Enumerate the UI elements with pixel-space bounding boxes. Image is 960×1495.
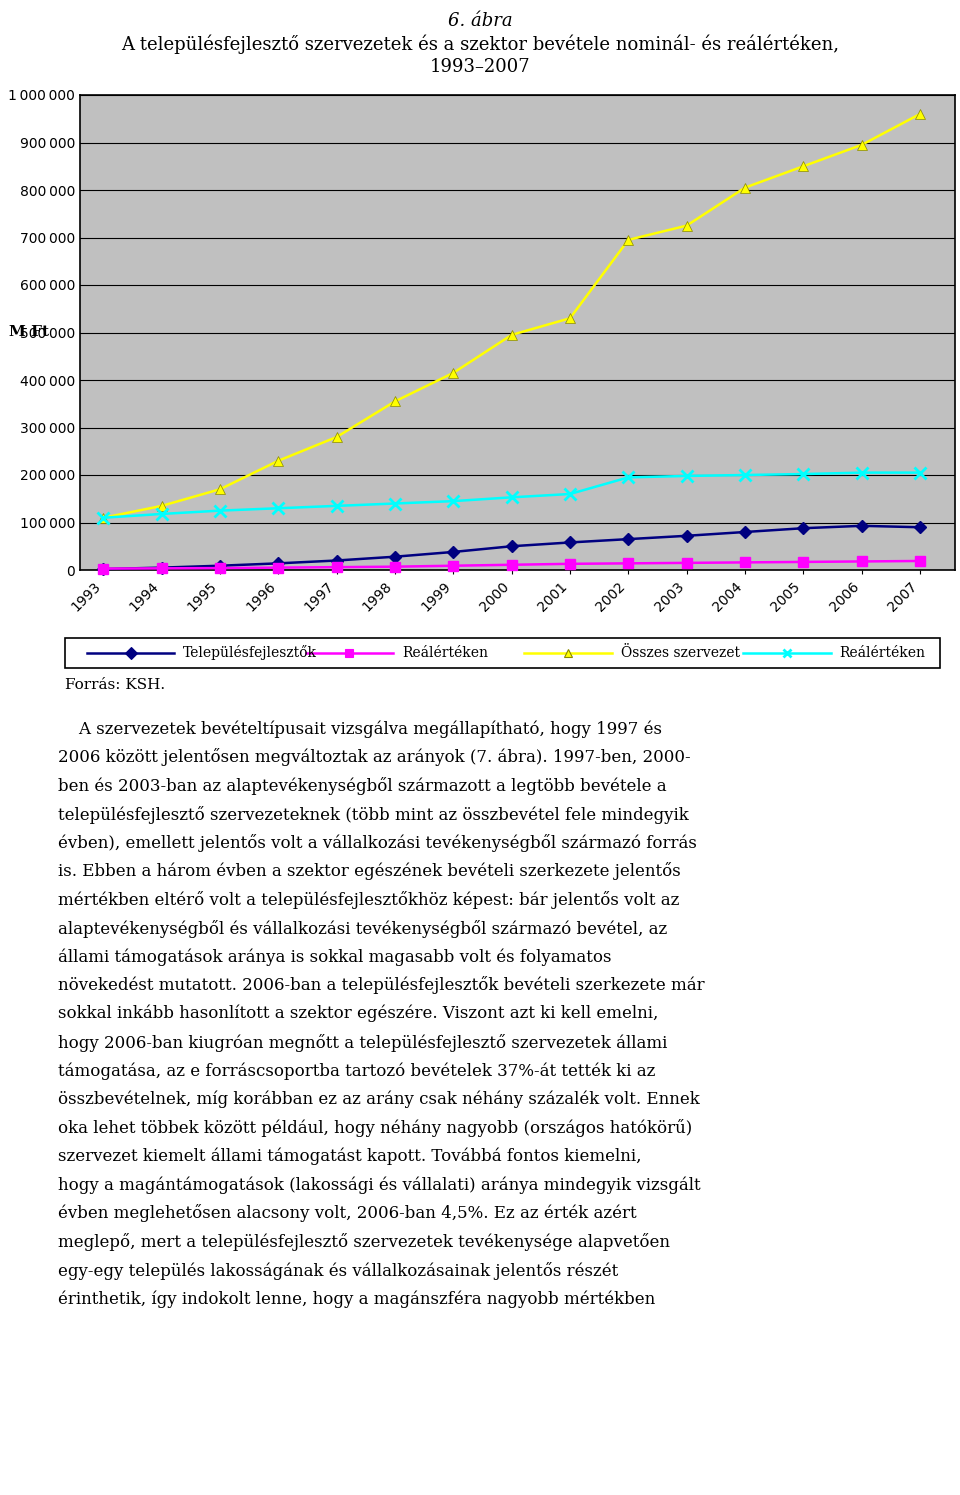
Text: évben), emellett jelentős volt a vállalkozási tevékenységből származó forrás: évben), emellett jelentős volt a vállalk… (58, 834, 696, 852)
Text: évben meglehetősen alacsony volt, 2006-ban 4,5%. Ez az érték azért: évben meglehetősen alacsony volt, 2006-b… (58, 1205, 636, 1223)
Text: Településfejlesztők: Településfejlesztők (183, 646, 317, 661)
Text: hogy 2006-ban kiugróan megnőtt a településfejlesztő szervezetek állami: hogy 2006-ban kiugróan megnőtt a települ… (58, 1033, 667, 1051)
Text: állami támogatások aránya is sokkal magasabb volt és folyamatos: állami támogatások aránya is sokkal maga… (58, 948, 612, 966)
Text: meglepő, mert a településfejlesztő szervezetek tevékenysége alapvetően: meglepő, mert a településfejlesztő szerv… (58, 1233, 670, 1251)
Text: településfejlesztő szervezeteknek (több mint az összbevétel fele mindegyik: településfejlesztő szervezeteknek (több … (58, 806, 688, 824)
Text: ben és 2003-ban az alaptevékenységből származott a legtöbb bevétele a: ben és 2003-ban az alaptevékenységből sz… (58, 777, 666, 795)
Text: egy-egy település lakosságának és vállalkozásainak jelentős részét: egy-egy település lakosságának és vállal… (58, 1262, 618, 1280)
Text: érinthetik, így indokolt lenne, hogy a magánszféra nagyobb mértékben: érinthetik, így indokolt lenne, hogy a m… (58, 1290, 655, 1308)
Text: oka lehet többek között például, hogy néhány nagyobb (országos hatókörű): oka lehet többek között például, hogy né… (58, 1118, 692, 1138)
Text: szervezet kiemelt állami támogatást kapott. Továbbá fontos kiemelni,: szervezet kiemelt állami támogatást kapo… (58, 1148, 641, 1165)
Text: növekedést mutatott. 2006-ban a településfejlesztők bevételi szerkezete már: növekedést mutatott. 2006-ban a települé… (58, 976, 705, 994)
Text: 1993–2007: 1993–2007 (430, 58, 530, 76)
Text: Összes szervezet: Összes szervezet (620, 646, 739, 659)
Text: mértékben eltérő volt a településfejlesztőkhöz képest: bár jelentős volt az: mértékben eltérő volt a településfejlesz… (58, 891, 679, 909)
Text: Reálértéken: Reálértéken (402, 646, 488, 659)
Text: Reálértéken: Reálértéken (839, 646, 925, 659)
Text: alaptevékenységből és vállalkozási tevékenységből származó bevétel, az: alaptevékenységből és vállalkozási tevék… (58, 919, 667, 937)
Text: A településfejlesztő szervezetek és a szektor bevétele nominál- és reálértéken,: A településfejlesztő szervezetek és a sz… (121, 34, 839, 54)
Text: sokkal inkább hasonlított a szektor egészére. Viszont azt ki kell emelni,: sokkal inkább hasonlított a szektor egés… (58, 1005, 658, 1023)
Text: összbevételnek, míg korábban ez az arány csak néhány százalék volt. Ennek: összbevételnek, míg korábban ez az arány… (58, 1090, 699, 1108)
Text: hogy a magántámogatások (lakossági és vállalati) aránya mindegyik vizsgált: hogy a magántámogatások (lakossági és vá… (58, 1177, 700, 1193)
Text: A szervezetek bevételtípusait vizsgálva megállapítható, hogy 1997 és: A szervezetek bevételtípusait vizsgálva … (58, 721, 661, 737)
Text: is. Ebben a három évben a szektor egészének bevételi szerkezete jelentős: is. Ebben a három évben a szektor egészé… (58, 863, 681, 881)
Text: M Ft: M Ft (9, 326, 49, 339)
Text: támogatása, az e forráscsoportba tartozó bevételek 37%-át tették ki az: támogatása, az e forráscsoportba tartozó… (58, 1061, 655, 1079)
Text: 2006 között jelentősen megváltoztak az arányok (7. ábra). 1997-ben, 2000-: 2006 között jelentősen megváltoztak az a… (58, 749, 690, 767)
Text: 6. ábra: 6. ábra (447, 12, 513, 30)
Text: Forrás: KSH.: Forrás: KSH. (65, 679, 165, 692)
